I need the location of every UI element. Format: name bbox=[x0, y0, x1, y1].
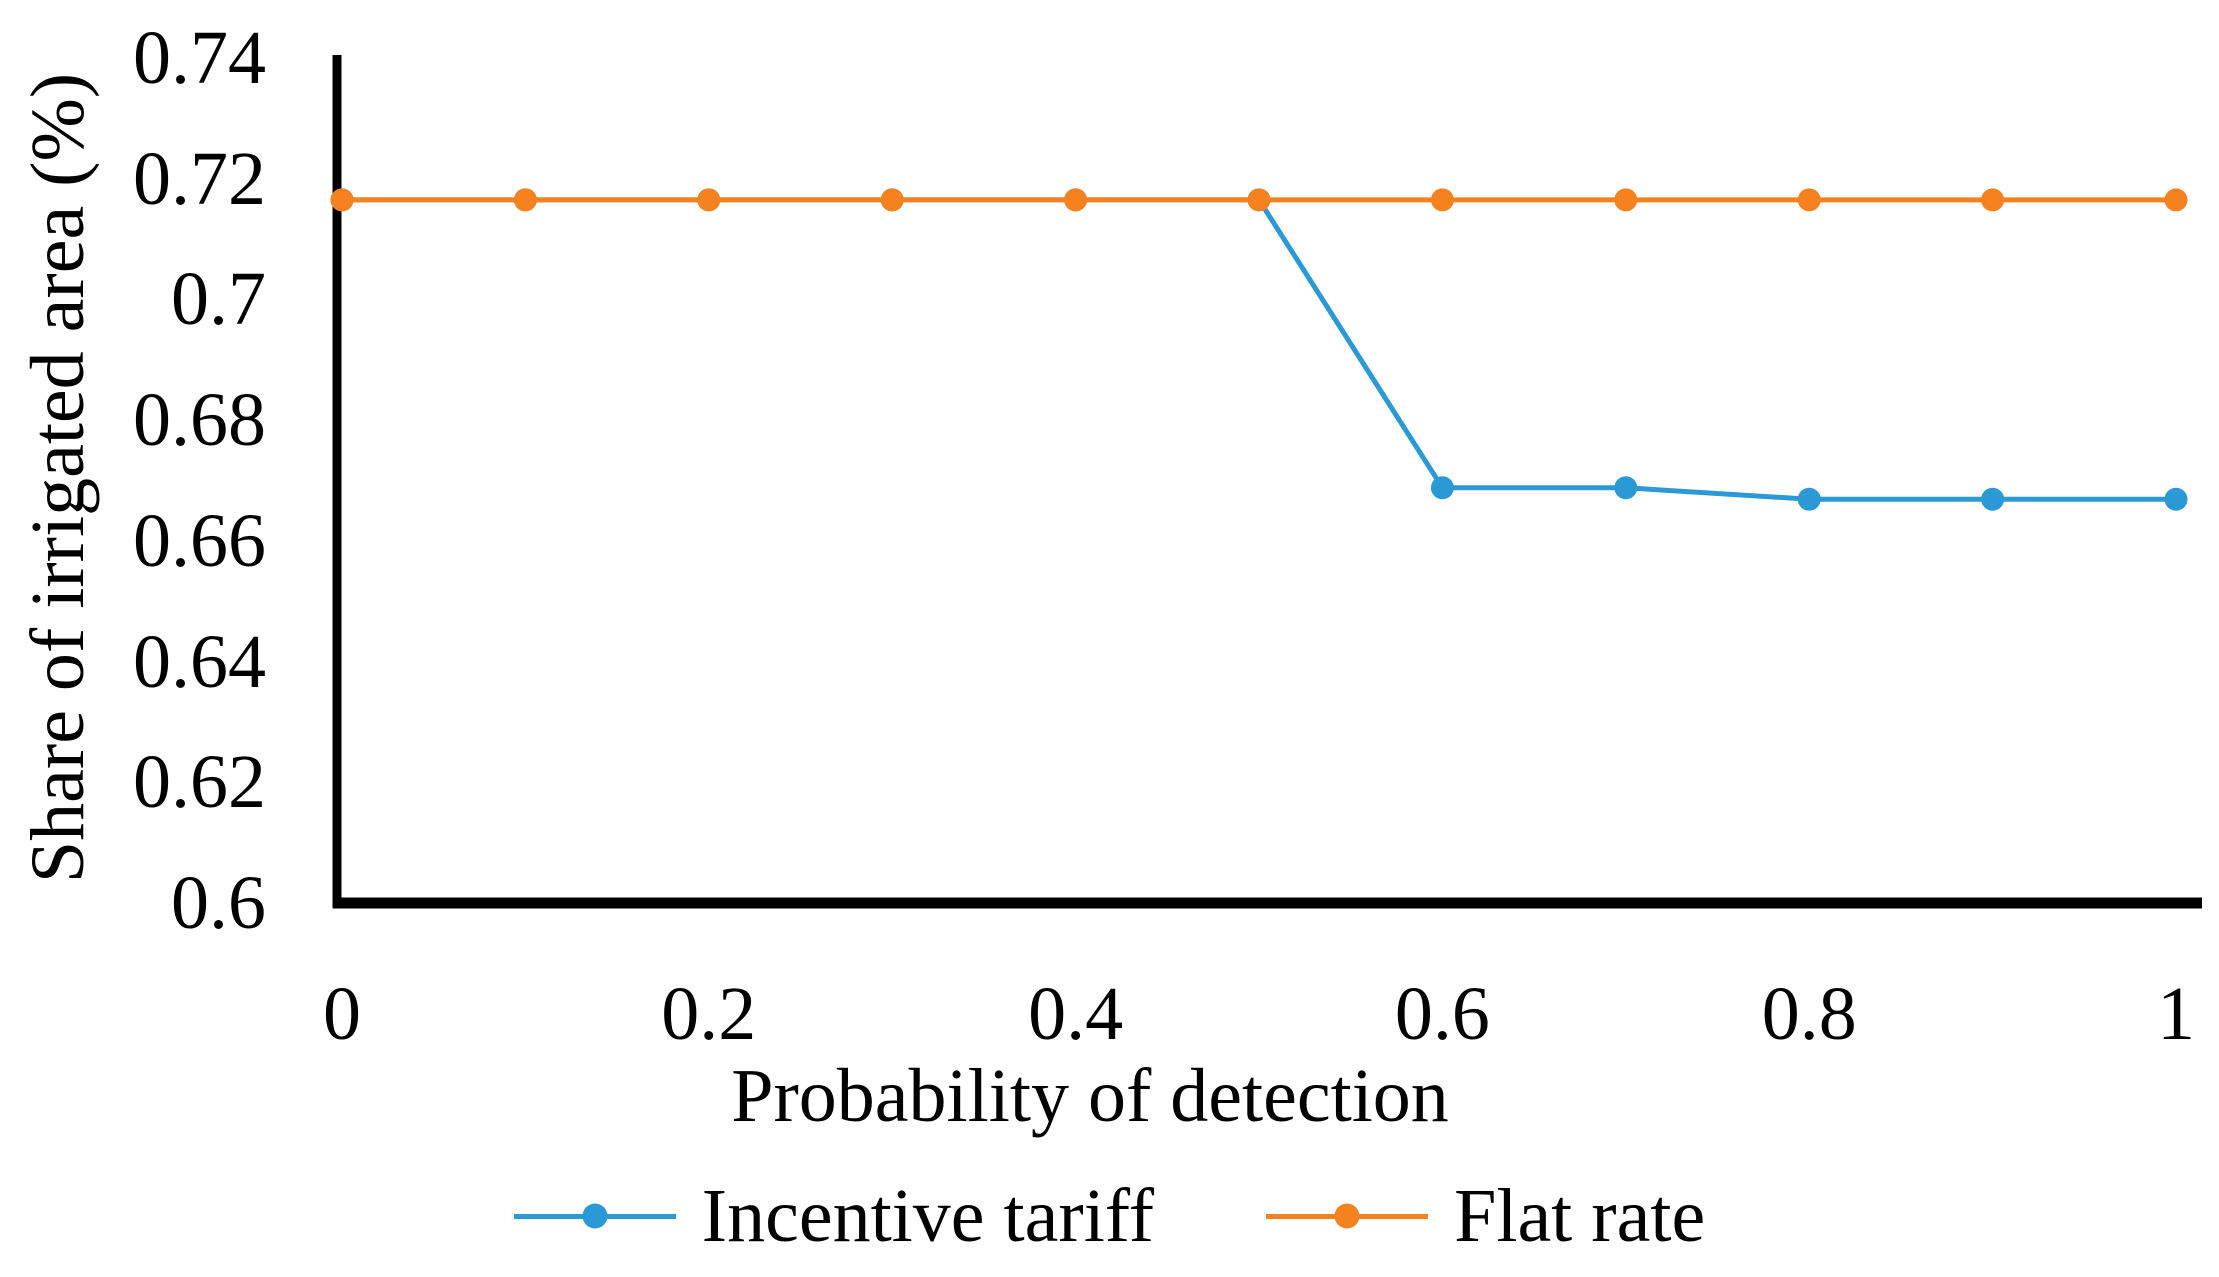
x-tick-label: 0.8 bbox=[1761, 972, 1857, 1056]
y-tick-label: 0.66 bbox=[133, 498, 266, 583]
flat-rate-marker bbox=[880, 188, 904, 212]
flat-rate-marker bbox=[2164, 188, 2188, 212]
y-tick-label: 0.72 bbox=[133, 136, 266, 221]
flat-rate-marker bbox=[1981, 188, 2005, 212]
flat-rate-marker bbox=[1797, 188, 1821, 212]
legend: Incentive tariff Flat rate bbox=[0, 1178, 2219, 1254]
x-axis-title: Probability of detection bbox=[731, 1054, 1449, 1138]
legend-item-incentive-tariff: Incentive tariff bbox=[513, 1174, 1155, 1258]
legend-dot-icon bbox=[582, 1203, 608, 1229]
y-tick-label: 0.68 bbox=[133, 378, 266, 463]
incentive-tariff-marker bbox=[2164, 487, 2188, 511]
y-tick-label: 0.7 bbox=[171, 257, 266, 342]
x-tick-label: 0.4 bbox=[1028, 972, 1124, 1056]
y-axis-title: Share of irrigated area (%) bbox=[16, 72, 100, 884]
legend-line-icon bbox=[513, 1203, 676, 1229]
legend-dot-icon bbox=[1334, 1203, 1360, 1229]
y-tick-label: 0.74 bbox=[133, 16, 266, 100]
flat-rate-marker bbox=[513, 188, 537, 212]
x-tick-label: 1 bbox=[2157, 972, 2195, 1056]
legend-line-icon bbox=[1266, 1203, 1429, 1229]
x-tick-label: 0.2 bbox=[661, 972, 757, 1056]
legend-label: Flat rate bbox=[1454, 1174, 1706, 1258]
flat-rate-marker bbox=[1247, 188, 1271, 212]
incentive-tariff-marker bbox=[1797, 487, 1821, 511]
incentive-tariff-marker bbox=[1614, 476, 1638, 500]
incentive-tariff-marker bbox=[1981, 487, 2005, 511]
flat-rate-marker bbox=[1430, 188, 1454, 212]
y-tick-label: 0.62 bbox=[133, 740, 266, 825]
y-tick-label: 0.64 bbox=[133, 619, 266, 704]
x-tick-label: 0 bbox=[323, 972, 361, 1056]
flat-rate-marker bbox=[1614, 188, 1638, 212]
flat-rate-marker bbox=[330, 188, 354, 212]
flat-rate-marker bbox=[697, 188, 721, 212]
x-tick-label: 0.6 bbox=[1394, 972, 1490, 1056]
incentive-tariff-line bbox=[342, 197, 2176, 502]
incentive-tariff-marker bbox=[1430, 476, 1454, 500]
y-tick-label: 0.6 bbox=[171, 861, 266, 945]
legend-item-flat-rate: Flat rate bbox=[1266, 1178, 1705, 1254]
flat-rate-marker bbox=[1064, 188, 1088, 212]
legend-label: Incentive tariff bbox=[701, 1174, 1155, 1258]
